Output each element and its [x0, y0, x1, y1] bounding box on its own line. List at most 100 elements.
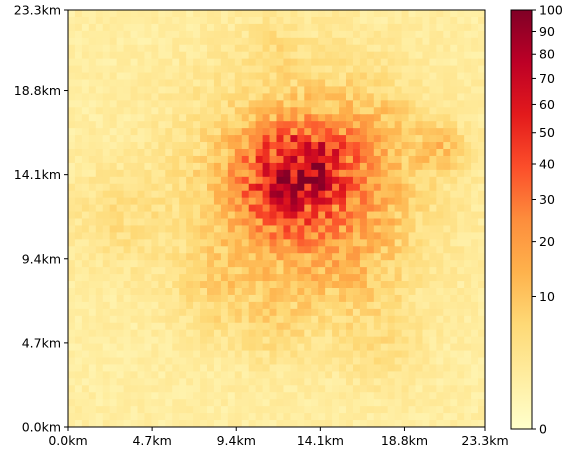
- heatmap-cell: [318, 378, 326, 386]
- heatmap-cell: [352, 308, 361, 317]
- heatmap-cell: [373, 364, 382, 372]
- heatmap-cell: [158, 371, 166, 379]
- heatmap-cell: [359, 169, 368, 178]
- heatmap-cell: [387, 16, 396, 25]
- heatmap-cell: [352, 253, 361, 261]
- heatmap-cell: [304, 121, 312, 129]
- heatmap-cell: [394, 267, 403, 275]
- heatmap-cell: [144, 274, 152, 282]
- heatmap-cell: [102, 288, 111, 296]
- heatmap-cell: [179, 10, 187, 18]
- heatmap-cell: [213, 281, 222, 289]
- heatmap-cell: [478, 406, 485, 414]
- heatmap-cell: [234, 65, 243, 74]
- heatmap-cell: [109, 114, 118, 122]
- heatmap-cell: [234, 294, 243, 303]
- heatmap-cell: [422, 37, 430, 46]
- heatmap-cell: [207, 197, 215, 206]
- heatmap-cell: [415, 232, 424, 240]
- heatmap-cell: [332, 218, 340, 227]
- heatmap-cell: [436, 37, 444, 46]
- heatmap-cell: [450, 399, 458, 407]
- heatmap-cell: [95, 308, 104, 317]
- heatmap-cell: [68, 100, 76, 108]
- heatmap-cell: [241, 343, 250, 352]
- heatmap-cell: [311, 336, 319, 345]
- heatmap-cell: [158, 218, 166, 227]
- heatmap-cell: [394, 253, 403, 261]
- heatmap-cell: [332, 169, 340, 178]
- heatmap-cell: [283, 169, 291, 178]
- heatmap-cell: [81, 65, 90, 74]
- heatmap-cell: [255, 399, 264, 407]
- heatmap-cell: [102, 86, 111, 94]
- heatmap-cell: [95, 204, 104, 213]
- heatmap-cell: [68, 155, 76, 164]
- heatmap-cell: [102, 190, 111, 199]
- heatmap-cell: [339, 204, 347, 213]
- heatmap-cell: [429, 315, 437, 324]
- heatmap-cell: [193, 322, 201, 331]
- heatmap-cell: [68, 86, 76, 94]
- heatmap-cell: [318, 58, 326, 67]
- heatmap-cell: [109, 378, 118, 386]
- heatmap-cell: [297, 281, 305, 289]
- heatmap-cell: [165, 406, 173, 414]
- heatmap-cell: [339, 364, 347, 372]
- heatmap-cell: [207, 37, 215, 46]
- heatmap-cell: [74, 336, 83, 345]
- heatmap-cell: [193, 364, 201, 372]
- heatmap-cell: [213, 190, 222, 199]
- heatmap-cell: [151, 260, 159, 268]
- heatmap-cell: [436, 274, 444, 282]
- heatmap-cell: [255, 294, 264, 303]
- heatmap-cell: [276, 357, 285, 366]
- heatmap-cell: [283, 16, 291, 25]
- heatmap-cell: [429, 253, 437, 261]
- heatmap-cell: [478, 93, 485, 101]
- heatmap-cell: [332, 23, 340, 32]
- heatmap-cell: [248, 93, 257, 101]
- heatmap-cell: [297, 371, 305, 379]
- heatmap-cell: [248, 288, 257, 296]
- heatmap-cell: [325, 30, 333, 39]
- heatmap-cell: [276, 336, 285, 345]
- heatmap-cell: [339, 343, 347, 352]
- heatmap-cell: [325, 114, 333, 122]
- heatmap-cell: [436, 239, 444, 247]
- heatmap-cell: [443, 218, 451, 227]
- heatmap-cell: [74, 169, 83, 178]
- heatmap-cell: [220, 30, 229, 39]
- heatmap-cell: [213, 51, 222, 60]
- heatmap-cell: [394, 58, 403, 67]
- heatmap-cell: [213, 30, 222, 39]
- heatmap-cell: [401, 211, 410, 220]
- heatmap-cell: [207, 44, 215, 53]
- heatmap-cell: [227, 392, 236, 400]
- heatmap-cell: [193, 357, 201, 366]
- heatmap-cell: [255, 329, 264, 338]
- heatmap-cell: [74, 246, 83, 254]
- heatmap-cell: [325, 86, 333, 94]
- heatmap-cell: [332, 274, 340, 282]
- heatmap-cell: [186, 58, 194, 67]
- heatmap-cell: [241, 16, 250, 25]
- heatmap-cell: [144, 16, 152, 25]
- heatmap-cell: [380, 121, 389, 129]
- heatmap-cell: [193, 169, 201, 178]
- heatmap-cell: [179, 135, 187, 143]
- heatmap-cell: [109, 294, 118, 303]
- heatmap-cell: [429, 107, 437, 115]
- heatmap-cell: [68, 44, 76, 53]
- heatmap-cell: [81, 142, 90, 150]
- heatmap-cell: [297, 399, 305, 407]
- heatmap-cell: [234, 232, 243, 240]
- heatmap-cell: [297, 315, 305, 324]
- heatmap-cell: [123, 142, 132, 150]
- heatmap-cell: [241, 399, 250, 407]
- heatmap-cell: [109, 225, 118, 233]
- heatmap-cell: [436, 399, 444, 407]
- heatmap-cell: [394, 301, 403, 310]
- heatmap-cell: [318, 79, 326, 88]
- heatmap-cell: [158, 100, 166, 108]
